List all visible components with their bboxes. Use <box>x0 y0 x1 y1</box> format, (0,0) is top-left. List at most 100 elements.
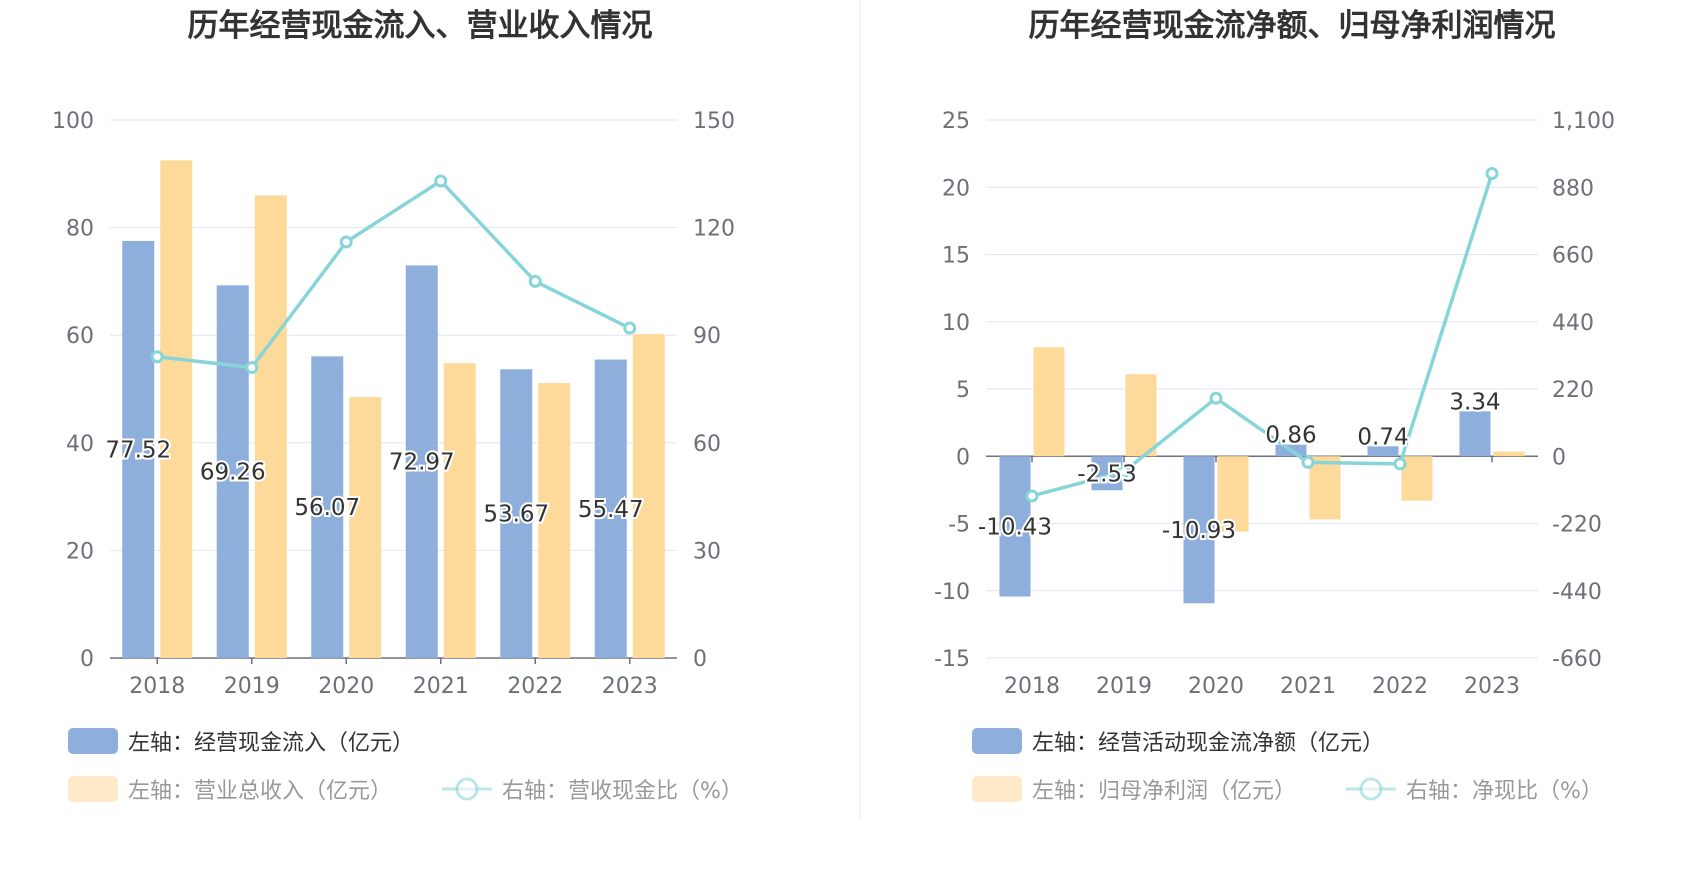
chart1-bar-b-2021 <box>443 363 476 658</box>
legend-swatch-netprofit <box>972 776 1022 802</box>
legend-marker-ratio <box>455 777 479 801</box>
chart1-legend: 左轴：经营现金流入（亿元） 左轴：营业总收入（亿元） 右轴：营收现金比（%） <box>68 728 743 804</box>
chart1-left-tick-label: 100 <box>52 109 94 134</box>
chart1-right-tick-label: 60 <box>693 432 721 457</box>
chart1-bar-b-2019 <box>254 195 287 658</box>
chart2-right-tick-label: 220 <box>1552 378 1594 403</box>
chart2-x-tick-label: 2018 <box>1004 674 1060 699</box>
chart2-ratio-point-2022 <box>1393 457 1407 471</box>
legend-label-ratio[interactable]: 右轴：营收现金比（%） <box>502 779 743 804</box>
chart2-bar-a-2023 <box>1459 411 1491 457</box>
legend-swatch-revenue <box>68 776 118 802</box>
chart1-x-tick-label: 2018 <box>129 674 185 699</box>
chart2-bar-a-2020 <box>1183 456 1215 604</box>
chart2-bar-b-2021 <box>1309 456 1341 520</box>
chart1-left-tick-label: 0 <box>80 647 94 672</box>
chart2-bar-a-2022 <box>1367 446 1399 457</box>
chart1-right-tick-label: 120 <box>693 217 735 242</box>
chart1-ratio-point-2020 <box>339 235 353 249</box>
chart2-right-tick-label: 440 <box>1552 311 1594 336</box>
chart1-ratio-point-2019 <box>245 360 259 374</box>
chart2-ratio-point-2021 <box>1301 455 1315 469</box>
chart2-x-tick-label: 2020 <box>1188 674 1244 699</box>
chart1-bar-a-2021 <box>405 265 438 658</box>
chart2-ratio-point-2018 <box>1025 489 1039 503</box>
chart1-ratio-point-2018 <box>150 350 164 364</box>
legend-label-inflow[interactable]: 左轴：经营现金流入（亿元） <box>128 731 414 756</box>
chart1-bar-a-2020 <box>311 356 344 658</box>
chart2-bar-b-2019 <box>1125 374 1157 457</box>
chart2-bar-b-2023 <box>1493 451 1525 457</box>
chart1-data-label: 69.26 <box>200 460 266 486</box>
chart1-bar-b-2020 <box>349 397 382 658</box>
chart2-data-label: -2.53 <box>1077 461 1137 487</box>
legend-label-revenue[interactable]: 左轴：营业总收入（亿元） <box>128 779 392 804</box>
chart1-x-tick-label: 2019 <box>224 674 280 699</box>
chart1-ratio-point-2021 <box>434 174 448 188</box>
chart1-x-tick-label: 2023 <box>602 674 658 699</box>
legend-swatch-inflow <box>68 728 118 754</box>
chart2-bar-b-2022 <box>1401 456 1433 501</box>
chart1-right-tick-label: 0 <box>693 647 707 672</box>
chart2-data-label: -10.93 <box>1162 518 1236 544</box>
chart2-bar-b-2020 <box>1217 456 1249 532</box>
chart1-bar-a-2018 <box>122 240 155 659</box>
chart2-ratio-point-2020 <box>1209 391 1223 405</box>
chart2-right-tick-label: 1,100 <box>1552 109 1615 134</box>
chart1-data-label: 77.52 <box>105 437 171 463</box>
chart2-left-tick-label: 20 <box>942 176 970 201</box>
chart2-right-tick-label: 660 <box>1552 244 1594 269</box>
chart2-left-tick-label: 10 <box>942 311 970 336</box>
chart2-left-tick-label: -15 <box>934 647 970 672</box>
legend-marker-netratio <box>1359 777 1383 801</box>
chart1-left-tick-label: 60 <box>66 324 94 349</box>
chart2-right-tick-label: -440 <box>1552 580 1602 605</box>
chart1-bar-b-2018 <box>160 160 193 658</box>
chart1-ratio-point-2022 <box>528 274 542 288</box>
chart2-left-tick-label: 15 <box>942 244 970 269</box>
legend-label-netprofit[interactable]: 左轴：归母净利润（亿元） <box>1032 779 1296 804</box>
chart2-data-label: -10.43 <box>978 514 1052 540</box>
chart2-right-tick-label: 880 <box>1552 176 1594 201</box>
chart2-left-tick-label: 0 <box>956 445 970 470</box>
chart1-right-tick-label: 150 <box>693 109 735 134</box>
chart2-x-tick-label: 2023 <box>1464 674 1520 699</box>
chart1-title: 历年经营现金流入、营业收入情况 <box>188 8 653 44</box>
chart2-left-tick-label: -10 <box>934 580 970 605</box>
chart1-bar-a-2022 <box>500 369 533 658</box>
chart1-bar-b-2023 <box>632 334 665 658</box>
chart1-ratio-point-2023 <box>623 321 637 335</box>
chart1-left-tick-label: 80 <box>66 217 94 242</box>
chart1-bar-a-2019 <box>216 285 249 658</box>
chart2-data-label: 3.34 <box>1449 389 1500 415</box>
chart1-ratio-line <box>157 178 631 370</box>
legend-swatch-netflow <box>972 728 1022 754</box>
chart2-right-tick-label: -660 <box>1552 647 1602 672</box>
chart2-ratio-point-2019 <box>1117 465 1131 479</box>
chart1-data-label: 56.07 <box>294 495 360 521</box>
chart1-x-tick-label: 2021 <box>413 674 469 699</box>
chart2-ratio-line <box>1031 172 1494 498</box>
chart2-title: 历年经营现金流净额、归母净利润情况 <box>1029 8 1556 44</box>
chart2-bar-b-2018 <box>1033 347 1065 457</box>
chart2-data-label: 0.74 <box>1357 424 1408 450</box>
legend-label-netratio[interactable]: 右轴：净现比（%） <box>1406 779 1603 804</box>
chart2-data-label: 0.86 <box>1265 423 1316 449</box>
chart1-bar-a-2023 <box>594 359 627 658</box>
chart2-right-tick-label: -220 <box>1552 513 1602 538</box>
chart1-right-tick-label: 30 <box>693 539 721 564</box>
chart1-right-tick-label: 90 <box>693 324 721 349</box>
legend-label-netflow[interactable]: 左轴：经营活动现金流净额（亿元） <box>1032 731 1384 756</box>
chart2-left-tick-label: 25 <box>942 109 970 134</box>
chart2-bar-a-2018 <box>999 456 1031 597</box>
chart1-data-label: 55.47 <box>578 497 644 523</box>
chart2-left-tick-label: 5 <box>956 378 970 403</box>
chart2-x-tick-label: 2021 <box>1280 674 1336 699</box>
chart1-left-tick-label: 40 <box>66 432 94 457</box>
chart1-left-tick-label: 20 <box>66 539 94 564</box>
chart1-bar-b-2022 <box>538 383 571 658</box>
chart1-data-label: 72.97 <box>389 450 455 476</box>
chart2-right-tick-label: 0 <box>1552 445 1566 470</box>
